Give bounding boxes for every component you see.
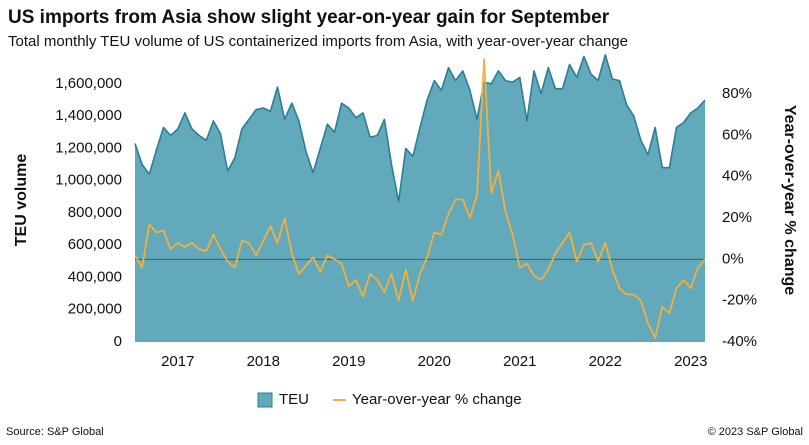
x-tick-label: 2023: [674, 353, 707, 370]
y-tick-label: 1,600,000: [55, 75, 122, 92]
x-tick-label: 2020: [418, 353, 451, 370]
y-tick-label: 1,400,000: [55, 107, 122, 124]
teu-area: [135, 54, 705, 343]
legend-label: Year-over-year % change: [352, 391, 522, 408]
x-tick-label: 2022: [589, 353, 622, 370]
x-tick-label: 2018: [247, 353, 280, 370]
y2-tick-label: -20%: [722, 292, 757, 309]
y2-tick-label: 60%: [722, 126, 752, 143]
y-tick-label: 800,000: [68, 204, 122, 221]
y-tick-label: 600,000: [68, 236, 122, 253]
y2-tick-label: -40%: [722, 333, 757, 350]
x-tick-label: 2019: [332, 353, 365, 370]
legend-swatch: [257, 392, 273, 408]
x-tick-label: 2021: [503, 353, 536, 370]
chart-title: US imports from Asia show slight year-on…: [8, 7, 610, 28]
legend-label: TEU: [279, 391, 309, 408]
y2-tick-label: 40%: [722, 168, 752, 185]
y-tick-label: 1,000,000: [55, 172, 122, 189]
y2-tick-label: 0%: [722, 250, 744, 267]
teu-area-edge: [134, 54, 706, 203]
y-tick-label: 400,000: [68, 268, 122, 285]
source: Source: S&P Global: [6, 426, 104, 438]
y-tick-label: 1,200,000: [55, 139, 122, 156]
yoy-line: [134, 58, 706, 339]
y-tick-label: 0: [114, 333, 122, 350]
y-axis-title: TEU volume: [13, 154, 30, 247]
y2-tick-label: 20%: [722, 209, 752, 226]
y2-axis-title: Year-over-year % change: [781, 105, 798, 295]
chart-subtitle: Total monthly TEU volume of US container…: [8, 33, 628, 50]
copyright: © 2023 S&P Global: [708, 426, 803, 438]
x-tick-label: 2017: [161, 353, 194, 370]
y2-tick-label: 80%: [722, 85, 752, 102]
y-tick-label: 200,000: [68, 301, 122, 318]
